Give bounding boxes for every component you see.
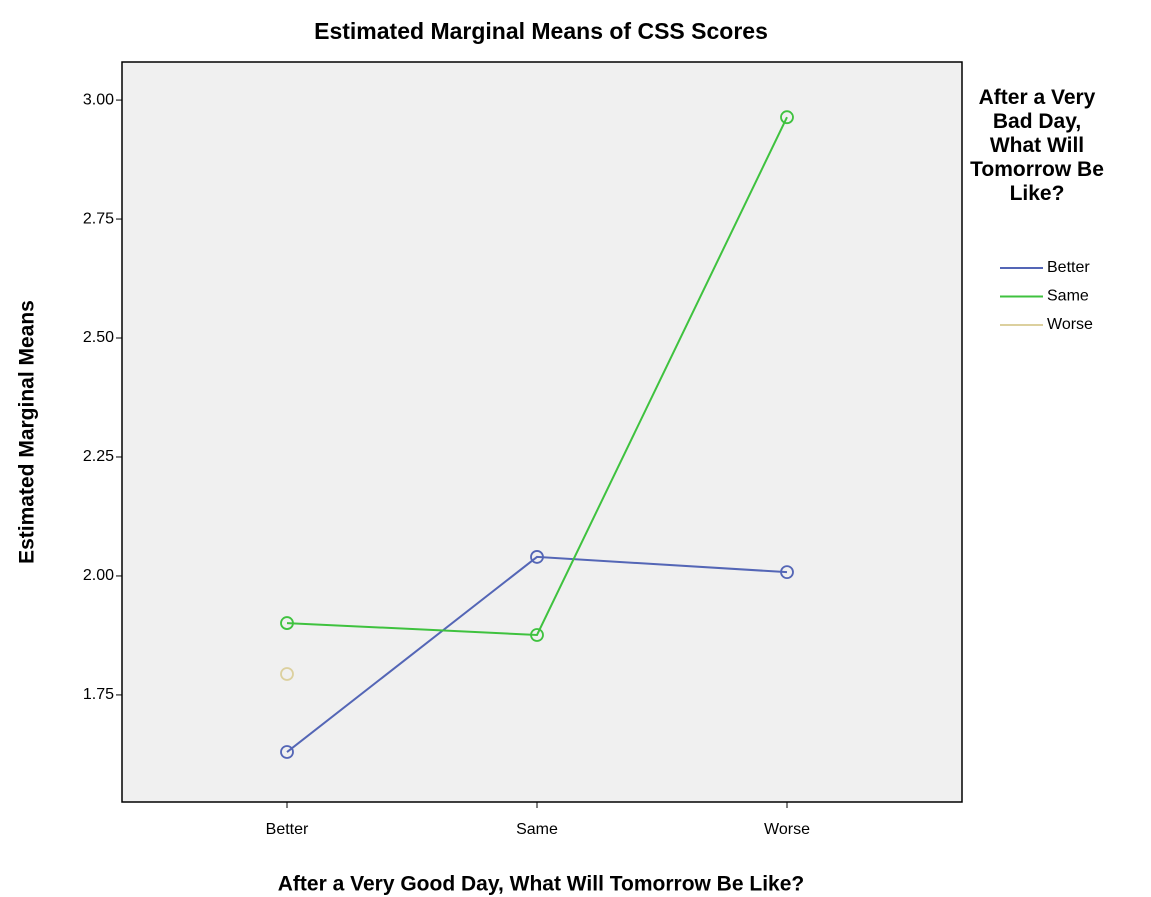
- marker: [780, 565, 794, 580]
- marker: [530, 628, 544, 642]
- y-tick-label: 2.50: [83, 329, 114, 346]
- y-tick-label: 2.25: [83, 448, 114, 465]
- y-tick-label: 3.00: [83, 91, 114, 108]
- series-line: [286, 116, 788, 636]
- y-tick-label: 2.75: [83, 210, 114, 227]
- legend-label: Worse: [1047, 316, 1093, 333]
- legend-label: Better: [1047, 259, 1090, 276]
- y-tick-label: 1.75: [83, 686, 114, 703]
- legend-title: After a Very Bad Day, What Will Tomorrow…: [970, 86, 1104, 205]
- marker: [780, 110, 794, 125]
- marker: [280, 667, 294, 681]
- x-tick-label: Same: [516, 821, 558, 838]
- y-axis-label: Estimated Marginal Means: [16, 300, 39, 564]
- x-axis-label: After a Very Good Day, What Will Tomorro…: [278, 873, 804, 896]
- plot-area: [121, 61, 963, 803]
- y-tick-label: 2.00: [83, 567, 114, 584]
- series-line: [286, 555, 788, 753]
- marker: [280, 745, 294, 759]
- marker: [530, 550, 544, 564]
- x-tick-label: Worse: [764, 821, 810, 838]
- marker: [280, 616, 294, 630]
- x-tick-label: Better: [266, 821, 309, 838]
- chart-title: Estimated Marginal Means of CSS Scores: [314, 18, 768, 44]
- legend-label: Same: [1047, 288, 1089, 305]
